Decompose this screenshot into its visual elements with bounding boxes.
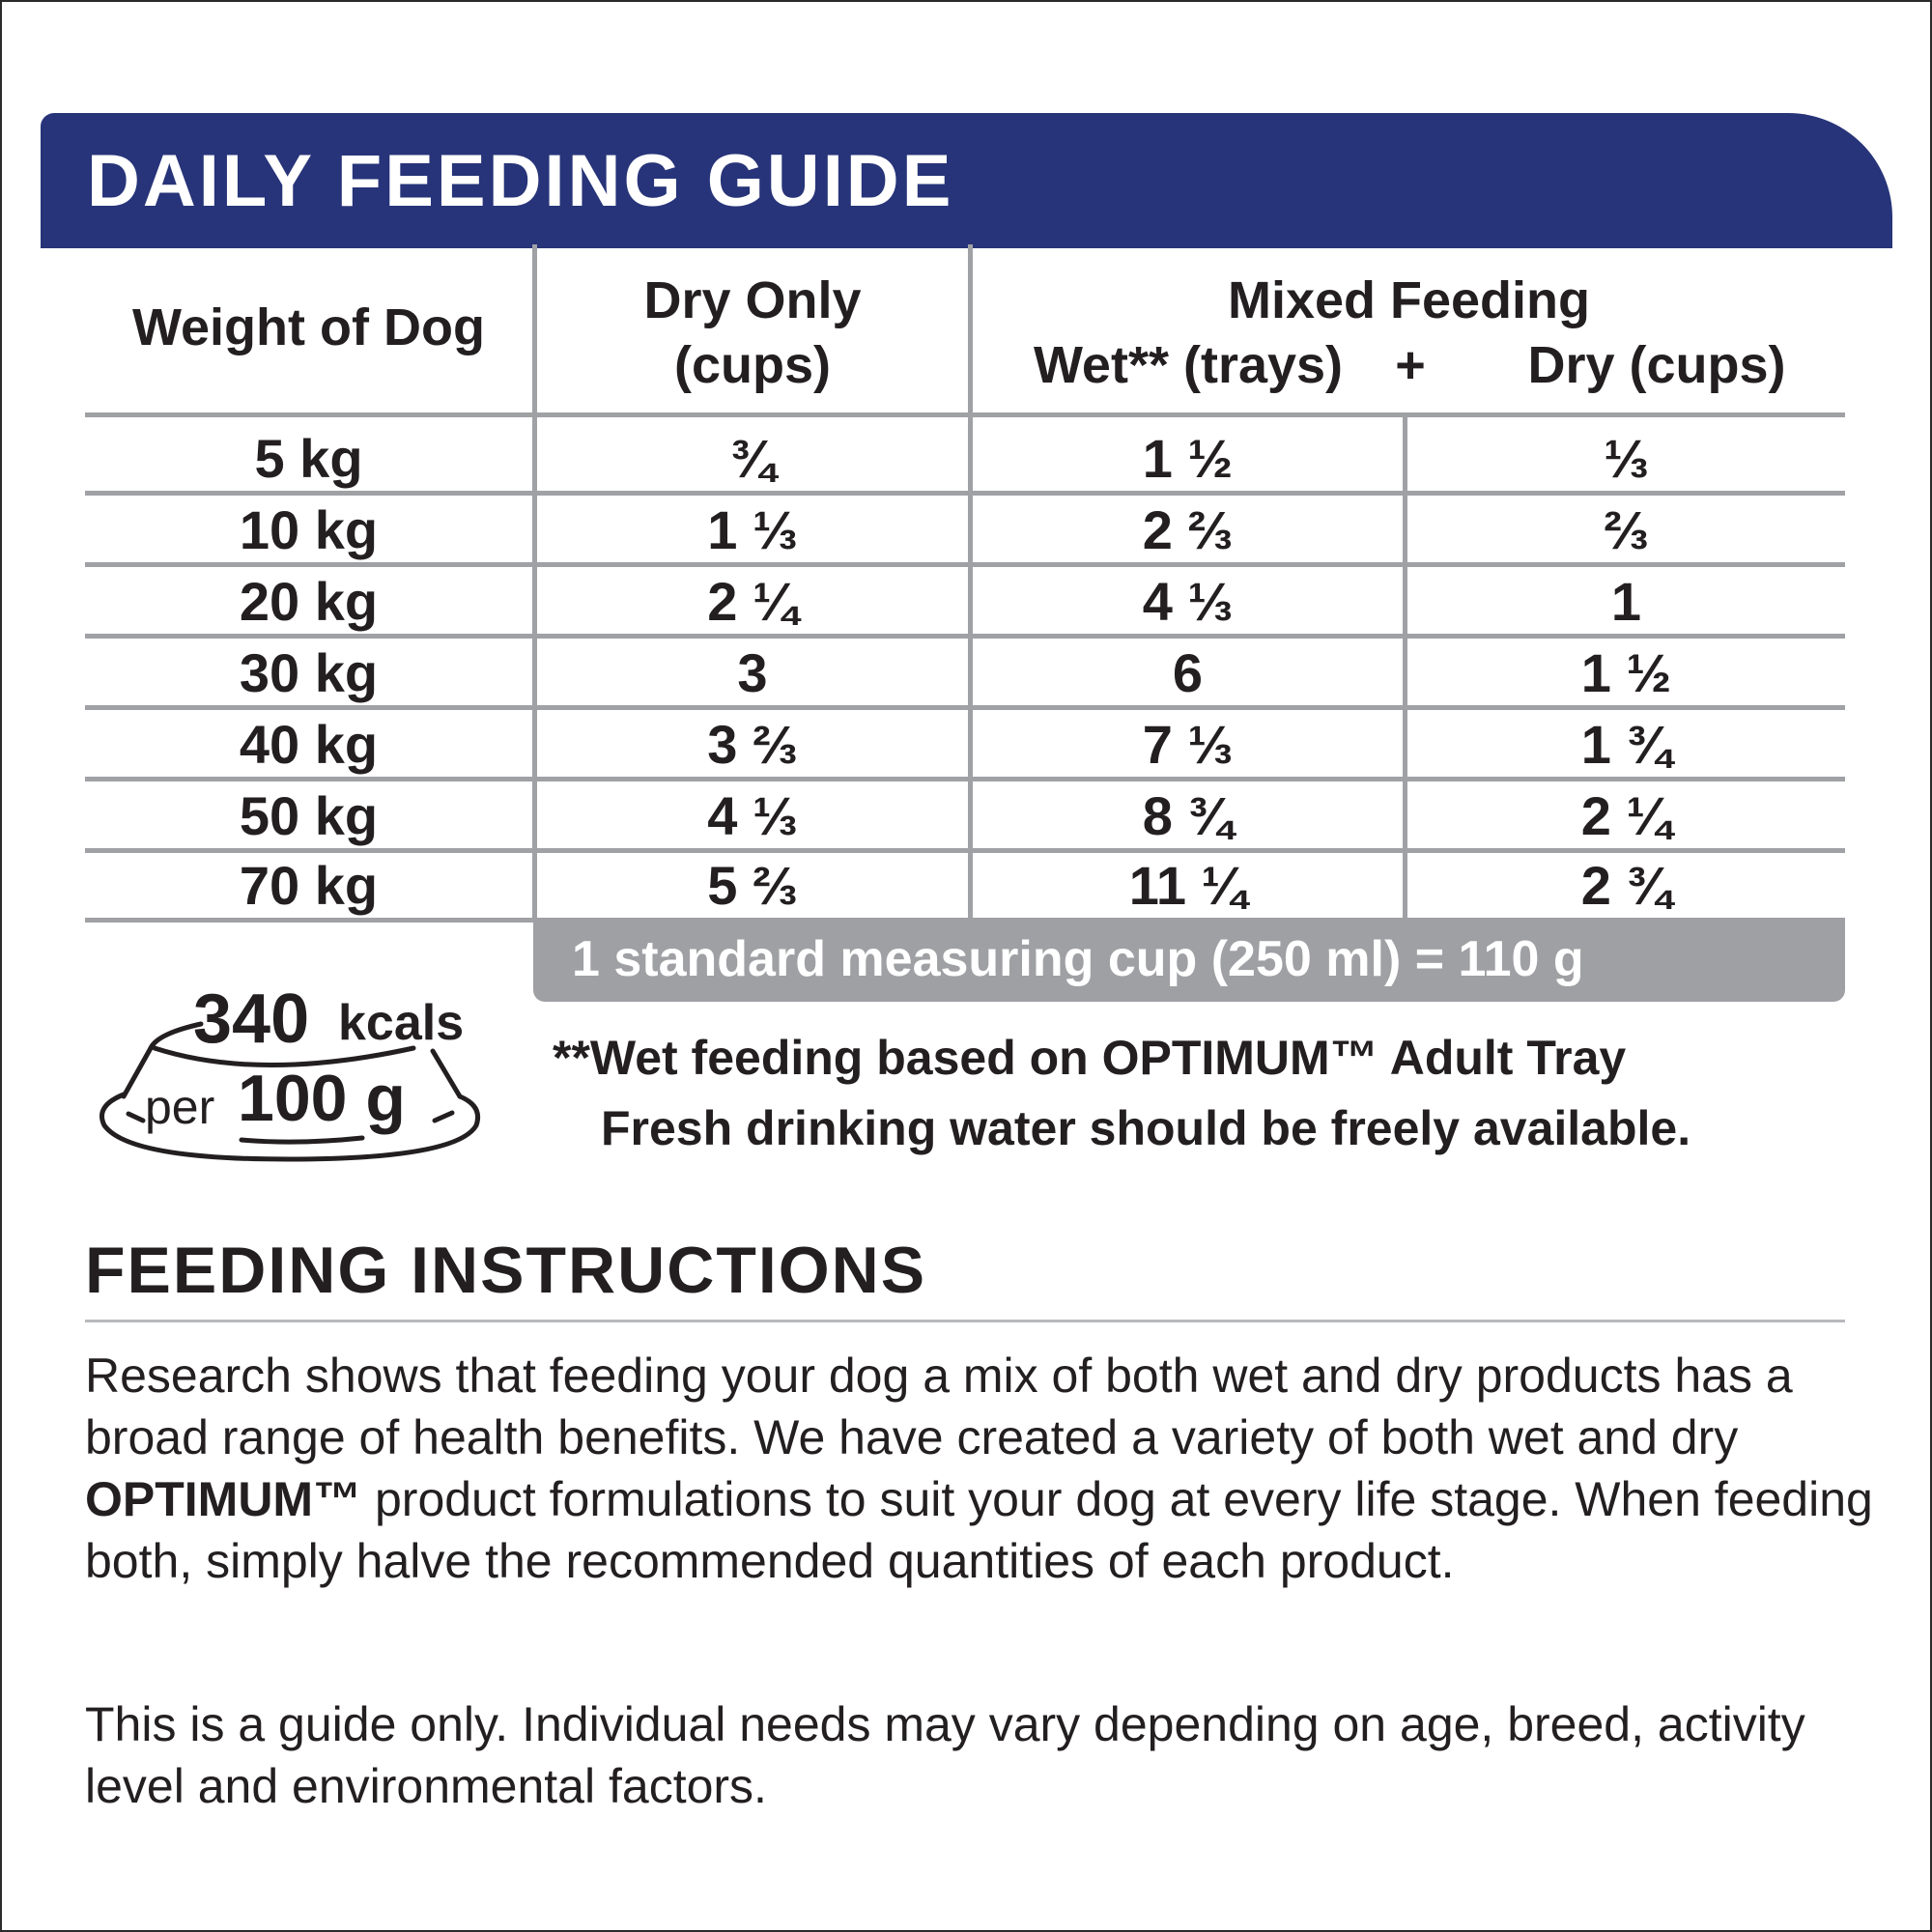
- weight-cell: 40 kg: [239, 714, 379, 775]
- wet-feeding-footnote: **Wet feeding based on OPTIMUM™ Adult Tr…: [553, 1031, 1627, 1085]
- wet-trays-cell: 1 ½: [1142, 428, 1234, 489]
- wet-trays-cell: 6: [1172, 642, 1204, 703]
- wet-trays-cell: 8 ¾: [1142, 785, 1234, 846]
- weight-cell: 10 kg: [239, 499, 379, 560]
- feeding-instructions-title: FEEDING INSTRUCTIONS: [85, 1234, 927, 1307]
- grid-divider: [85, 412, 1845, 417]
- weight-cell: 70 kg: [239, 855, 379, 916]
- weight-cell: 5 kg: [254, 428, 363, 489]
- paragraph-text: product formulations to suit your dog at…: [85, 1472, 1873, 1588]
- column-header-dry-only-unit: (cups): [674, 336, 831, 394]
- paragraph-text: Research shows that feeding your dog a m…: [85, 1349, 1793, 1464]
- measuring-cup-bar: [533, 918, 1845, 1002]
- dry-only-cell: 4 ⅓: [707, 785, 798, 846]
- mixed-dry-cell: 1 ¾: [1580, 714, 1672, 775]
- column-header-mixed-dry: Dry (cups): [1527, 336, 1786, 394]
- wet-trays-cell: 7 ⅓: [1142, 714, 1234, 775]
- dry-only-cell: 5 ⅔: [707, 855, 798, 916]
- column-header-dry-only: Dry Only: [643, 271, 862, 329]
- measuring-cup-note: 1 standard measuring cup (250 ml) = 110 …: [572, 931, 1584, 987]
- grid-divider: [85, 562, 1845, 567]
- grid-divider: [1403, 415, 1407, 918]
- brand-name: OPTIMUM™: [85, 1472, 362, 1526]
- kcal-unit: kcals: [338, 995, 465, 1051]
- dog-bowl-icon: [99, 1021, 481, 1162]
- instructions-paragraph-2: This is a guide only. Individual needs m…: [85, 1697, 1805, 1813]
- section-divider: [85, 1320, 1845, 1322]
- per-label: per: [145, 1080, 215, 1134]
- grid-divider: [85, 491, 1845, 496]
- per-amount: 100 g: [238, 1062, 406, 1135]
- water-footnote: Fresh drinking water should be freely av…: [601, 1101, 1691, 1155]
- mixed-dry-cell: 1 ½: [1580, 642, 1672, 703]
- kcal-value: 340: [193, 980, 310, 1058]
- dry-only-cell: ¾: [729, 428, 776, 489]
- weight-cell: 50 kg: [239, 785, 379, 846]
- mixed-dry-cell: ⅓: [1604, 428, 1649, 489]
- dry-only-cell: 3 ⅔: [707, 714, 798, 775]
- mixed-dry-cell: 1: [1610, 571, 1642, 632]
- weight-cell: 30 kg: [239, 642, 379, 703]
- grid-divider: [85, 918, 535, 923]
- grid-divider: [532, 244, 537, 918]
- column-header-plus: +: [1395, 336, 1426, 394]
- dry-only-cell: 3: [737, 642, 768, 703]
- grid-divider: [85, 705, 1845, 710]
- column-header-mixed-feeding: Mixed Feeding: [1227, 271, 1591, 329]
- feeding-guide-banner: [41, 113, 1892, 248]
- grid-divider: [85, 848, 1845, 853]
- wet-trays-cell: 2 ⅔: [1142, 499, 1234, 560]
- column-header-mixed-wet: Wet** (trays): [1033, 336, 1344, 394]
- grid-divider: [85, 634, 1845, 639]
- column-header-weight: Weight of Dog: [132, 298, 485, 356]
- mixed-dry-cell: ⅔: [1604, 499, 1649, 560]
- wet-trays-cell: 11 ¼: [1128, 855, 1247, 916]
- grid-divider: [85, 777, 1845, 781]
- dry-only-cell: 2 ¼: [707, 571, 798, 632]
- mixed-dry-cell: 2 ¼: [1580, 785, 1672, 846]
- dry-only-cell: 1 ⅓: [707, 499, 798, 560]
- wet-trays-cell: 4 ⅓: [1142, 571, 1234, 632]
- feeding-guide-title: DAILY FEEDING GUIDE: [87, 140, 954, 222]
- grid-divider: [968, 244, 973, 918]
- energy-badge: 340 kcals per 100 g: [85, 971, 491, 1164]
- mixed-dry-cell: 2 ¾: [1580, 855, 1672, 916]
- weight-cell: 20 kg: [239, 571, 379, 632]
- instructions-paragraph-1: Research shows that feeding your dog a m…: [85, 1345, 1882, 1592]
